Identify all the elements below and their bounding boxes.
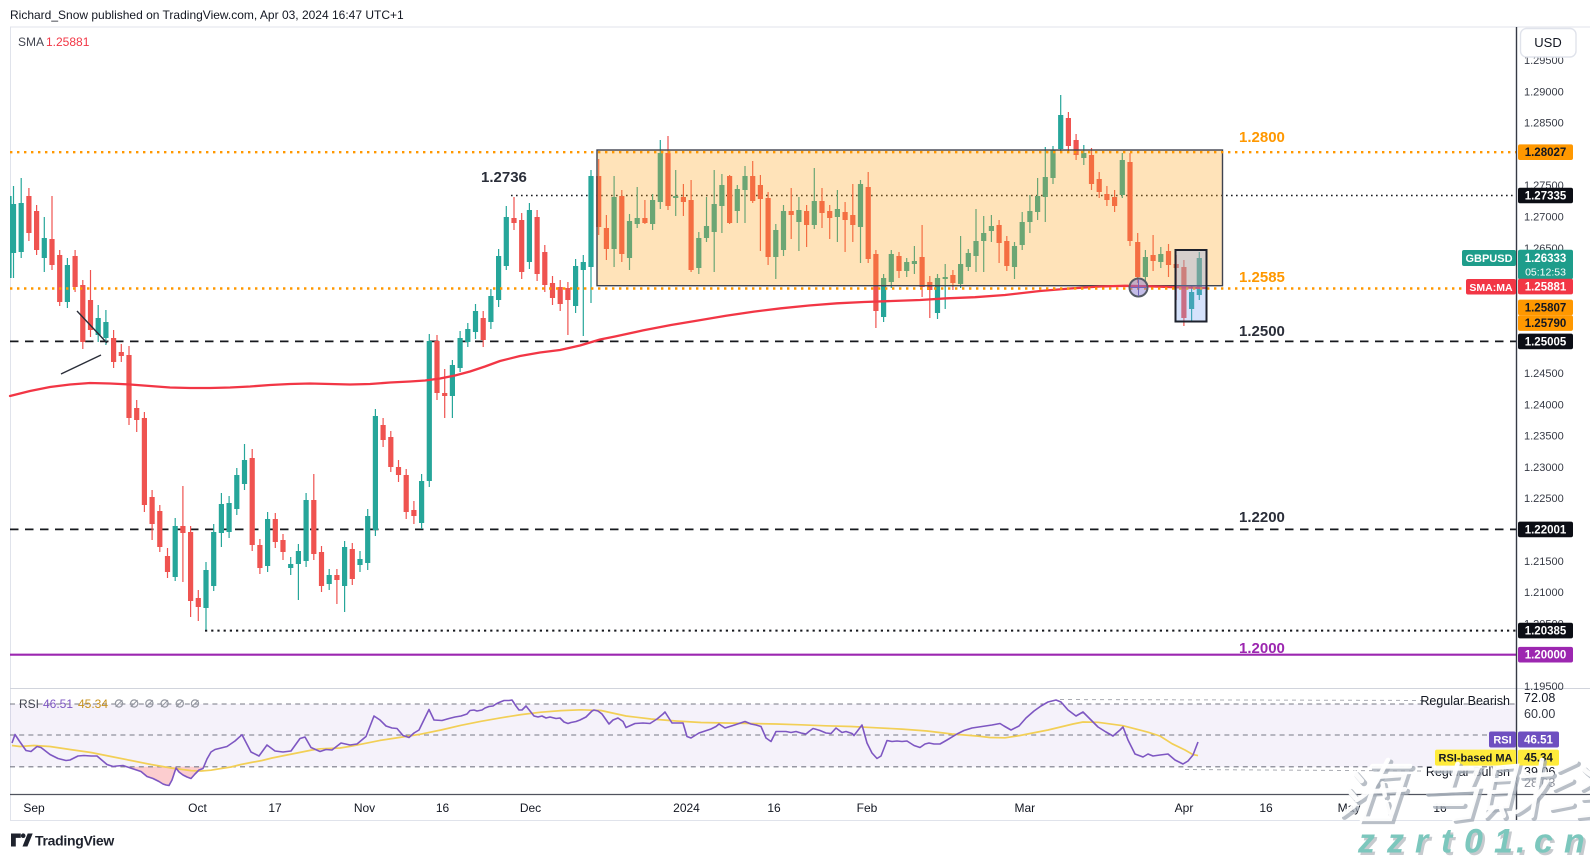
svg-text:c: c [1537,825,1556,857]
svg-text:46.51: 46.51 [43,697,73,711]
svg-text:1.25881: 1.25881 [1525,282,1567,294]
svg-text:1.20385: 1.20385 [1525,626,1567,638]
svg-text:2024: 2024 [673,801,700,815]
svg-text:r: r [1415,823,1430,857]
svg-text:16: 16 [436,801,450,815]
svg-text:0: 0 [1467,825,1486,857]
svg-text:RSI-based MA: RSI-based MA [1439,753,1513,765]
svg-text:c: c [1534,823,1553,857]
svg-text:z: z [1357,823,1375,857]
svg-text:Apr: Apr [1175,801,1194,815]
svg-text:1.25790: 1.25790 [1525,318,1567,330]
svg-text:1.2736: 1.2736 [481,169,527,186]
svg-text:z: z [1360,825,1378,857]
svg-text:16: 16 [767,801,781,815]
svg-text:1.28027: 1.28027 [1525,147,1567,159]
svg-text:1.22001: 1.22001 [1525,524,1567,536]
svg-text:1.21000: 1.21000 [1524,587,1564,599]
svg-text:SMA: SMA [18,35,44,49]
svg-text:1: 1 [1497,825,1516,857]
svg-text:r: r [1418,825,1433,857]
svg-text:1.23000: 1.23000 [1524,462,1564,474]
svg-text:Sep: Sep [23,801,45,815]
svg-text:1.26333: 1.26333 [1525,253,1567,265]
svg-text:Regular Bearish: Regular Bearish [1420,694,1510,708]
svg-text:t: t [1441,823,1454,857]
svg-text:Nov: Nov [354,801,375,815]
svg-text:46.51: 46.51 [1524,735,1553,747]
svg-text:Oct: Oct [188,801,207,815]
svg-text:Feb: Feb [857,801,878,815]
svg-text:SMA:MA: SMA:MA [1469,282,1513,294]
svg-text:z: z [1386,823,1404,857]
svg-text:1.24500: 1.24500 [1524,368,1564,380]
svg-text:1.2200: 1.2200 [1239,509,1285,526]
svg-text:60.00: 60.00 [1524,707,1555,721]
svg-text:1.29500: 1.29500 [1524,55,1564,67]
svg-text:Dec: Dec [520,801,541,815]
svg-text:Richard_Snow published on Trad: Richard_Snow published on TradingView.co… [10,8,404,22]
svg-text:n: n [1564,823,1585,857]
svg-text:z: z [1389,825,1407,857]
svg-text:1.27000: 1.27000 [1524,212,1564,224]
svg-text:GBPUSD: GBPUSD [1465,253,1512,265]
svg-text:RSI: RSI [19,697,39,711]
svg-text:1.2585: 1.2585 [1239,269,1285,286]
svg-text:Mar: Mar [1014,801,1035,815]
svg-text:1.27335: 1.27335 [1525,191,1567,203]
svg-text:1.28500: 1.28500 [1524,118,1564,130]
svg-text:1: 1 [1494,823,1513,857]
svg-text:1.25005: 1.25005 [1525,336,1567,348]
svg-text:1.25881: 1.25881 [46,35,90,49]
svg-text:1.22500: 1.22500 [1524,493,1564,505]
svg-text:1.25807: 1.25807 [1525,302,1567,314]
svg-text:1.19500: 1.19500 [1524,681,1564,693]
svg-text:1.20000: 1.20000 [1525,650,1567,662]
svg-text:1.21500: 1.21500 [1524,556,1564,568]
svg-text:45.34: 45.34 [1524,753,1553,765]
svg-text:TradingView: TradingView [35,833,114,849]
svg-text:72.08: 72.08 [1524,691,1555,705]
svg-text:t: t [1444,825,1457,857]
svg-text:0: 0 [1464,823,1483,857]
svg-text:USD: USD [1534,35,1561,50]
svg-text:n: n [1567,825,1588,857]
svg-text:.: . [1516,823,1525,857]
svg-text:1.2500: 1.2500 [1239,323,1285,340]
svg-text:05:12:53: 05:12:53 [1525,267,1566,279]
svg-text:1.23500: 1.23500 [1524,431,1564,443]
svg-text:45.34: 45.34 [78,697,108,711]
svg-text:1.24000: 1.24000 [1524,399,1564,411]
svg-text:1.29000: 1.29000 [1524,86,1564,98]
svg-text:RSI: RSI [1493,735,1511,747]
svg-text:1.2000: 1.2000 [1239,640,1285,657]
svg-text:.: . [1519,825,1528,857]
svg-text:16: 16 [1259,801,1273,815]
svg-text:17: 17 [268,801,282,815]
svg-text:1.2800: 1.2800 [1239,129,1285,146]
